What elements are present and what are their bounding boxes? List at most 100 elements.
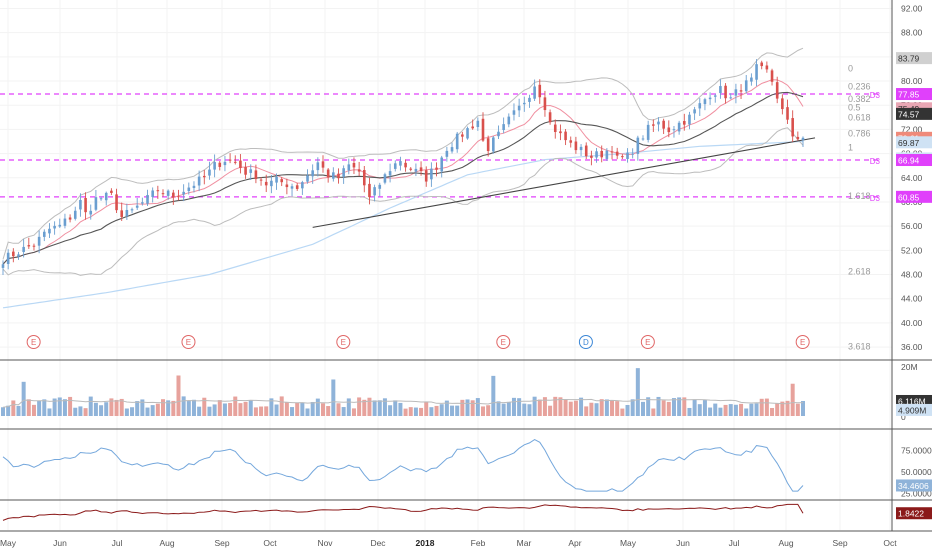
rsi-pane[interactable] (2, 439, 804, 492)
volume-bar (604, 399, 609, 416)
candle-body (466, 128, 469, 139)
volume-bar (109, 398, 114, 416)
volume-bar (124, 408, 129, 416)
candle-body (502, 124, 505, 131)
price-axis-label: 92.00 (901, 3, 923, 13)
volume-bar (424, 402, 429, 416)
atr-line (2, 503, 804, 521)
volume-bar (630, 399, 635, 416)
volume-bar (57, 397, 62, 416)
price-badge: 83.79 (896, 52, 932, 65)
badge-background (896, 154, 932, 167)
badge-label: 66.94 (898, 156, 920, 166)
candle-body (202, 175, 206, 178)
volume-bar (439, 404, 444, 416)
event-marker-circle[interactable] (795, 335, 810, 349)
volume-bar (197, 406, 202, 416)
volume-bar (733, 404, 738, 416)
volume-bar (713, 403, 718, 416)
volume-bar (93, 402, 98, 416)
event-marker-circle[interactable] (336, 335, 351, 349)
volume-bar (99, 405, 104, 416)
volume-bar (290, 407, 295, 416)
candle-body (564, 131, 567, 141)
volume-bar (651, 408, 656, 416)
candle-body (104, 192, 108, 201)
volume-bar (728, 404, 733, 416)
candle-body (404, 162, 407, 168)
event-marker-circle[interactable] (26, 335, 41, 349)
time-axis-label: Jun (53, 538, 67, 548)
rsi-axis-label: 50.0000 (901, 467, 932, 477)
volume-bar (646, 397, 651, 416)
volume-bar (16, 405, 21, 416)
volume-bar (661, 400, 666, 416)
candle-body (115, 194, 118, 211)
rsi-line (2, 439, 804, 492)
candle-body (559, 131, 562, 134)
atr-pane[interactable] (2, 503, 804, 521)
badge-background (896, 52, 932, 65)
volume-bar (470, 400, 475, 416)
time-axis-label: Jun (676, 538, 690, 548)
badge-background (896, 136, 932, 149)
badge-background (896, 403, 932, 416)
event-marker-circle[interactable] (496, 335, 511, 349)
event-marker-circle[interactable] (181, 335, 196, 349)
volume-bar (511, 397, 516, 416)
price-axis-label: 72.00 (901, 124, 923, 134)
candle-body (311, 170, 314, 177)
trendline[interactable] (312, 137, 816, 228)
volume-bar (47, 408, 52, 416)
volume-bar (155, 403, 160, 416)
volume-bar (191, 399, 196, 416)
candle-body (53, 225, 56, 229)
volume-bar (135, 401, 140, 416)
candle-body (373, 187, 376, 196)
event-marker-circle[interactable] (578, 335, 593, 349)
time-axis-label: May (620, 538, 637, 548)
candle-body (352, 162, 356, 168)
event-marker-circle[interactable] (640, 335, 655, 349)
volume-pane[interactable] (1, 368, 805, 416)
time-axis-label: Sep (214, 538, 229, 548)
candle-body (393, 163, 397, 169)
time-axis-label: May (0, 538, 17, 548)
volume-bar (620, 408, 625, 416)
volume-bar (744, 408, 749, 416)
candle-body (744, 80, 748, 92)
volume-bar (341, 407, 346, 416)
volume-bar (321, 403, 325, 416)
candle-body (48, 228, 51, 234)
rsi-polyline (2, 439, 804, 492)
volume-bar (775, 403, 780, 416)
candle-body (249, 169, 253, 173)
candle-body (440, 157, 444, 172)
candle-body (445, 150, 449, 157)
ascending-trendline[interactable] (312, 137, 816, 228)
price-axis-label: 48.00 (901, 270, 923, 280)
volume-bar (697, 404, 702, 416)
candle-body (12, 251, 15, 257)
volume-bar (398, 402, 403, 416)
time-axis[interactable]: May Jun Jul Aug Sep Oct Nov Dec 2018 Feb Mar Apr May… (0, 538, 897, 548)
time-axis-label: Apr (568, 538, 581, 548)
candle-body (461, 134, 464, 137)
candle-body (233, 161, 237, 163)
volume-bar (615, 401, 620, 416)
time-axis-label: Jul (729, 538, 740, 548)
candle-body (135, 205, 139, 208)
fib-level-label: 0.786 (848, 129, 871, 139)
candle-body (321, 161, 325, 168)
candle-body (621, 156, 624, 158)
candle-body (197, 176, 201, 186)
volume-bar (150, 405, 155, 416)
candle-body (770, 70, 774, 82)
volume-bar (465, 399, 470, 416)
volume-bar (770, 407, 775, 416)
candle-body (84, 197, 87, 213)
